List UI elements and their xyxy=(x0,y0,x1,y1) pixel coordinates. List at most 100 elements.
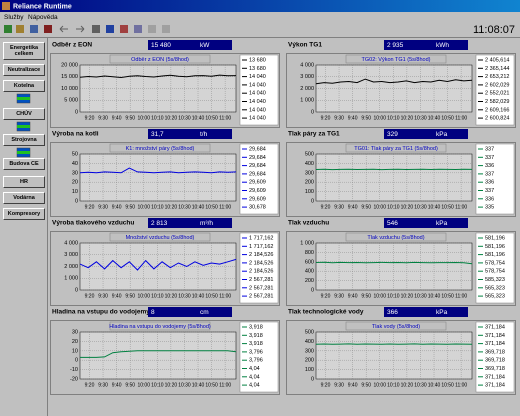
y-tick-label: 100 xyxy=(305,189,314,195)
legend-entry: 3,796 xyxy=(249,349,263,355)
nav-button[interactable]: Kotelna xyxy=(3,80,45,92)
y-tick-label: 0 xyxy=(311,109,314,115)
legend-box xyxy=(239,321,279,393)
trend-line xyxy=(79,74,237,79)
unit: kPa xyxy=(436,309,448,316)
x-tick-label: 9:40 xyxy=(112,293,122,299)
chart-title: TG01: Tlak páry za TG1 (5s/8hod) xyxy=(354,146,438,152)
value: 546 xyxy=(387,220,398,227)
tool-icon[interactable] xyxy=(4,25,12,33)
legend-entry: 337 xyxy=(485,188,494,194)
nav-button[interactable]: CHÚV xyxy=(3,108,45,120)
chart-title-box xyxy=(109,232,211,242)
x-tick-label: 9:40 xyxy=(348,204,358,210)
legend-entry: 14 040 xyxy=(249,82,266,88)
legend-entry: 13 680 xyxy=(249,57,266,63)
tool-icon[interactable] xyxy=(162,25,170,33)
x-tick-label: 10:30 xyxy=(414,293,427,299)
x-tick-label: 9:30 xyxy=(334,204,344,210)
x-tick-label: 11:00 xyxy=(219,204,231,210)
legend-entry: 337 xyxy=(485,171,494,177)
chart-title: Odběr z EON (5s/8hod) xyxy=(131,57,189,63)
legend-entry: 2 184,526 xyxy=(249,252,273,258)
x-tick-label: 10:50 xyxy=(205,382,218,388)
tool-forward[interactable] xyxy=(76,25,85,33)
tool-icon[interactable] xyxy=(30,25,38,33)
y-tick-label: 0 xyxy=(75,287,78,293)
menu-item[interactable]: Nápověda xyxy=(28,14,58,21)
legend-entry: 1 717,162 xyxy=(249,244,273,250)
legend-entry: 29,684 xyxy=(249,146,266,152)
tool-icon[interactable] xyxy=(16,25,24,33)
chart-title-box xyxy=(109,54,211,64)
y-tick-label: 2 000 xyxy=(64,264,78,270)
panel-title: Výroba na kotli xyxy=(52,131,99,138)
legend-entry: 578,754 xyxy=(485,260,505,266)
y-tick-label: -20 xyxy=(70,376,78,382)
x-tick-label: 10:30 xyxy=(414,382,427,388)
legend-entry: 371,184 xyxy=(485,324,505,330)
x-tick-label: 10:40 xyxy=(428,204,441,210)
nav-button[interactable]: Neutralizace xyxy=(3,64,45,76)
nav-button[interactable]: Strojovna xyxy=(3,134,45,146)
legend-entry: 4,04 xyxy=(249,383,260,389)
nav-button[interactable]: Kompresory xyxy=(3,208,45,220)
legend-entry: 2 567,281 xyxy=(249,285,273,291)
tool-icon[interactable] xyxy=(106,25,114,33)
x-tick-label: 11:00 xyxy=(455,204,467,210)
legend-entry: 29,684 xyxy=(249,171,266,177)
y-tick-label: 300 xyxy=(305,348,314,354)
x-tick-label: 10:50 xyxy=(441,293,454,299)
legend-entry: 29,609 xyxy=(249,188,266,194)
x-tick-label: 9:20 xyxy=(321,204,331,210)
y-tick-label: 4 000 xyxy=(64,240,78,246)
y-tick-label: 3 000 xyxy=(300,74,314,80)
x-tick-label: 10:00 xyxy=(373,293,386,299)
panel-title: Odběr z EON xyxy=(52,42,92,49)
x-tick-label: 11:00 xyxy=(455,382,467,388)
trend-line xyxy=(315,261,473,265)
value-box xyxy=(148,40,232,50)
chart-title: Tlak vzduchu (5s/8hod) xyxy=(367,235,424,241)
chart-title: Tlak vody (5s/8hod) xyxy=(372,324,420,330)
x-tick-label: 10:10 xyxy=(387,382,400,388)
legend-entry: 2 552,021 xyxy=(485,91,509,97)
legend-entry: 337 xyxy=(485,155,494,161)
y-tick-label: 40 xyxy=(72,161,78,167)
trend-line xyxy=(315,78,473,85)
x-tick-label: 10:30 xyxy=(178,293,191,299)
tool-icon[interactable] xyxy=(134,25,142,33)
legend-entry: 2 405,614 xyxy=(485,57,509,63)
x-tick-label: 10:10 xyxy=(387,204,400,210)
nav-button[interactable]: HR xyxy=(3,176,45,188)
tool-icon[interactable] xyxy=(148,25,156,33)
menu-item[interactable]: Služby xyxy=(4,14,24,21)
x-tick-label: 9:30 xyxy=(334,293,344,299)
chart-title-box xyxy=(345,143,447,153)
tool-icon[interactable] xyxy=(120,25,128,33)
tool-back[interactable] xyxy=(59,25,68,33)
legend-entry: 2 582,029 xyxy=(485,99,509,105)
nav-button[interactable]: Vodárna xyxy=(3,192,45,204)
x-tick-label: 9:30 xyxy=(98,293,108,299)
x-tick-label: 9:50 xyxy=(125,382,135,388)
tool-icon[interactable] xyxy=(92,25,100,33)
y-tick-label: 10 xyxy=(72,348,78,354)
chart-title-box xyxy=(345,54,447,64)
legend-entry: 336 xyxy=(485,180,494,186)
unit: kPa xyxy=(436,131,448,138)
chart-title-box xyxy=(109,143,211,153)
unit: cm xyxy=(200,309,209,316)
x-tick-label: 10:30 xyxy=(414,115,427,121)
x-tick-label: 10:30 xyxy=(178,382,191,388)
legend-entry: 29,609 xyxy=(249,180,266,186)
x-tick-label: 10:20 xyxy=(165,204,178,210)
x-tick-label: 10:20 xyxy=(401,293,414,299)
x-tick-label: 9:20 xyxy=(321,382,331,388)
tool-icon[interactable] xyxy=(44,25,52,33)
nav-button[interactable]: Budova CE xyxy=(3,158,45,170)
legend-entry: 1 717,162 xyxy=(249,235,273,241)
nav-button[interactable]: Energetika celkem xyxy=(3,42,45,60)
legend-entry: 581,196 xyxy=(485,244,505,250)
